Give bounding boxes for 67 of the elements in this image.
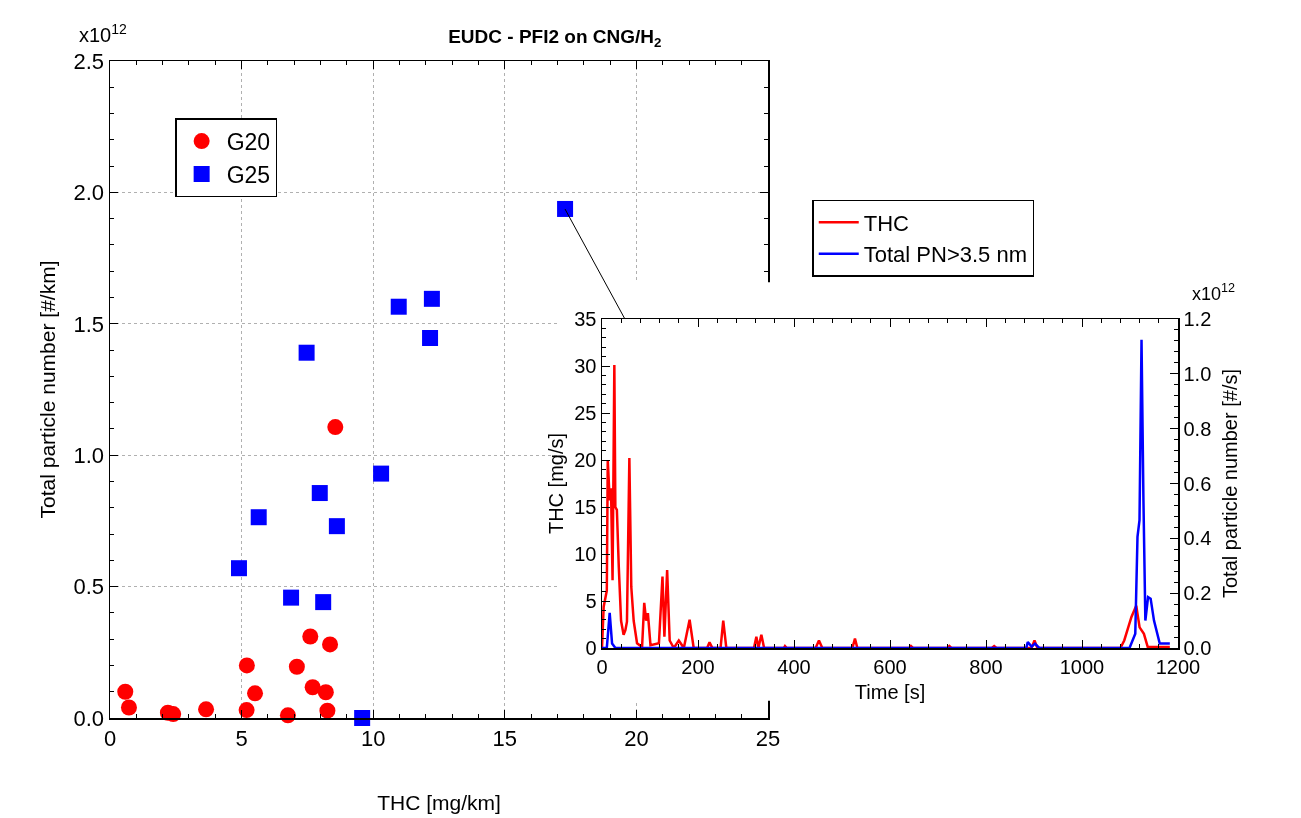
point <box>311 485 328 502</box>
y-tick-label: 10 <box>574 543 597 565</box>
y-tick-label: 5 <box>585 590 597 612</box>
point <box>422 329 439 346</box>
x-tick-label: 20 <box>624 725 649 751</box>
text: x10$^{12}$ <box>79 21 128 47</box>
point <box>250 509 267 526</box>
point <box>319 702 336 719</box>
y-tick-label: 2.0 <box>73 180 105 206</box>
y-tick-label: 0.0 <box>73 705 105 731</box>
point <box>117 683 134 700</box>
y2-tick-label: 0.4 <box>1183 527 1212 550</box>
y-axis-title: THC [mg/s] <box>545 432 567 535</box>
point <box>283 589 300 606</box>
y2-tick-label: 0.8 <box>1183 417 1212 440</box>
point <box>247 685 264 702</box>
legend-label: Total PN>3.5 nm <box>863 242 1027 268</box>
legend-label: THC <box>863 210 910 236</box>
point <box>423 290 440 307</box>
point <box>302 628 319 645</box>
x-tick-label: 10 <box>360 725 386 751</box>
x-tick-label: 5 <box>235 725 248 751</box>
y-tick-label: 20 <box>574 449 597 471</box>
point <box>328 518 345 535</box>
y-tick-label: 0 <box>585 637 597 659</box>
point <box>198 701 215 718</box>
y-tick-label: 25 <box>574 402 597 424</box>
point <box>315 594 332 611</box>
x-tick-label: 400 <box>777 655 811 678</box>
point <box>327 419 344 436</box>
x-axis-title: Time [s] <box>854 680 926 703</box>
point <box>322 636 339 653</box>
point <box>288 658 305 675</box>
y-tick-label: 1.5 <box>73 311 105 337</box>
chart-title: EUDC - PFI2 on CNG/H$_{2}$ <box>448 26 662 51</box>
y-tick-label: 15 <box>574 496 597 518</box>
x-tick-label: 200 <box>681 655 715 678</box>
x-tick-label: 800 <box>969 655 1003 678</box>
x-tick-label: 1000 <box>1059 655 1105 678</box>
legend-label: G25 <box>226 161 271 188</box>
point <box>230 560 247 577</box>
point <box>557 200 574 217</box>
x-axis-title: THC [mg/km] <box>377 790 501 814</box>
point <box>304 679 321 696</box>
y-tick-label: 2.5 <box>73 48 105 74</box>
x-tick-label: 15 <box>492 725 518 751</box>
point <box>238 702 255 719</box>
y-axis-title: Total particle number [#/km] <box>35 260 59 519</box>
text: x10$^{12}$ <box>1192 281 1236 304</box>
x-tick-label: 600 <box>873 655 907 678</box>
point <box>373 465 390 482</box>
y-tick-label: 30 <box>574 355 597 377</box>
y-tick-label: 1.0 <box>73 442 105 468</box>
point <box>120 699 137 716</box>
legend-label: G20 <box>226 129 271 156</box>
y2-tick-label: 1.0 <box>1183 362 1212 385</box>
x-tick-label: 25 <box>755 725 781 751</box>
point <box>238 657 255 674</box>
y2-tick-label: 0.6 <box>1183 472 1212 495</box>
point <box>390 298 407 315</box>
y2-tick-label: 1.2 <box>1183 308 1212 330</box>
point <box>317 684 334 701</box>
y-tick-label: 35 <box>574 308 597 330</box>
y-tick-label: 0.5 <box>73 574 105 600</box>
point <box>298 344 315 361</box>
y2-tick-label: 0.2 <box>1183 582 1212 605</box>
y2-axis-title: Total particle number [#/s] <box>1218 369 1241 598</box>
